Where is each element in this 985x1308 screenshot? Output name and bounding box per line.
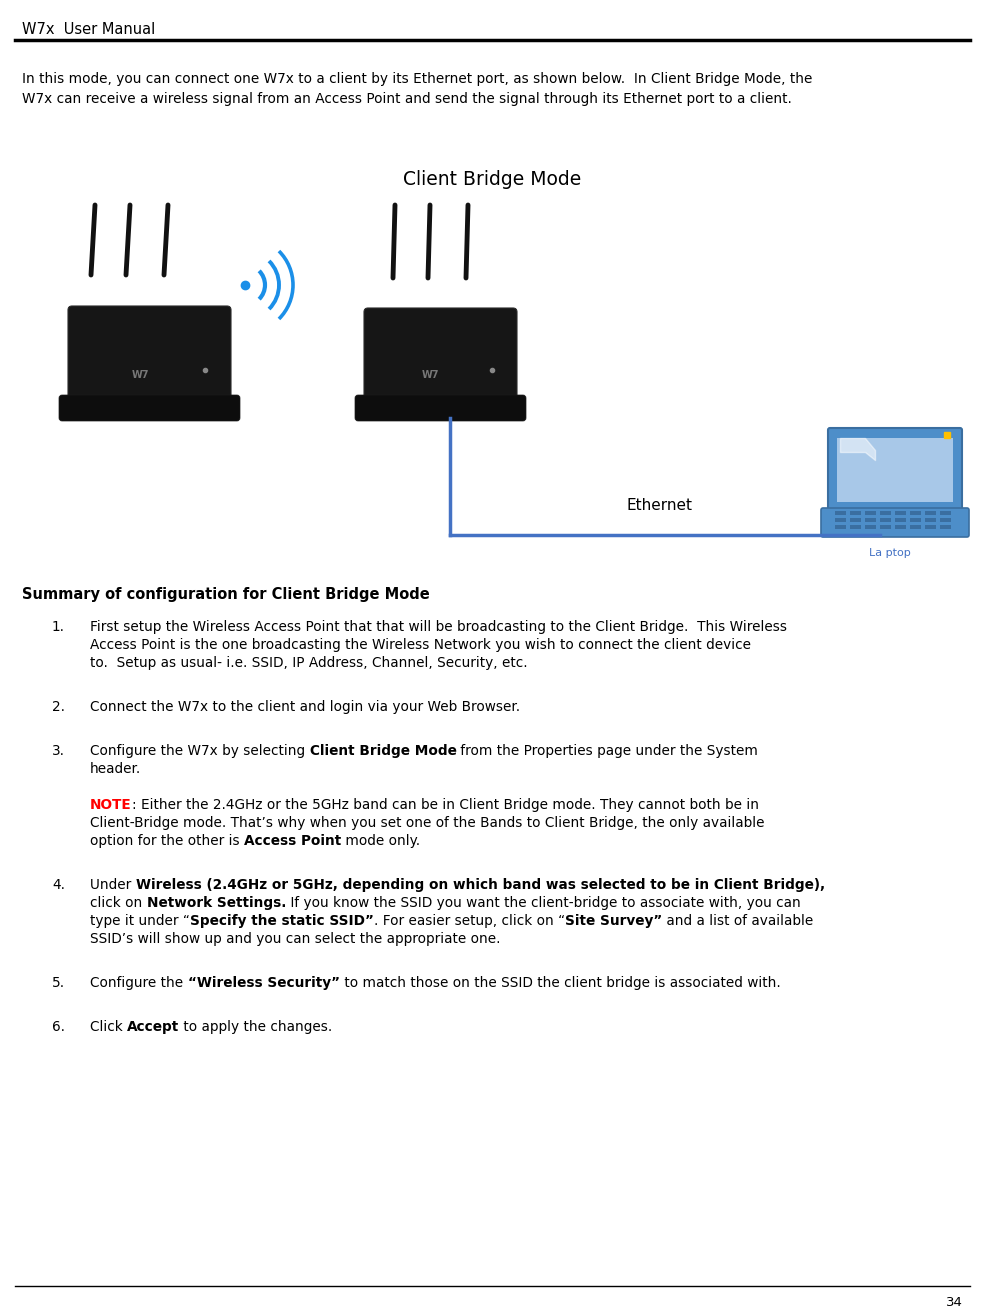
Text: to match those on the SSID the client bridge is associated with.: to match those on the SSID the client br… bbox=[340, 976, 780, 990]
Bar bbox=[835, 518, 846, 522]
Bar bbox=[940, 518, 951, 522]
Text: W7x can receive a wireless signal from an Access Point and send the signal throu: W7x can receive a wireless signal from a… bbox=[22, 92, 792, 106]
Text: header.: header. bbox=[90, 763, 141, 776]
Bar bbox=[850, 511, 861, 515]
Bar bbox=[910, 525, 921, 528]
Text: from the Properties page under the System: from the Properties page under the Syste… bbox=[456, 744, 758, 759]
Text: Client Bridge Mode: Client Bridge Mode bbox=[309, 744, 456, 759]
Bar bbox=[895, 511, 906, 515]
Text: Site Survey”: Site Survey” bbox=[564, 914, 662, 927]
FancyBboxPatch shape bbox=[59, 395, 240, 421]
Bar bbox=[925, 511, 936, 515]
Text: and a list of available: and a list of available bbox=[662, 914, 814, 927]
Bar bbox=[865, 518, 876, 522]
Text: click on: click on bbox=[90, 896, 147, 910]
Text: La ptop: La ptop bbox=[869, 548, 911, 559]
Text: Access Point is the one broadcasting the Wireless Network you wish to connect th: Access Point is the one broadcasting the… bbox=[90, 638, 751, 651]
Text: Access Point: Access Point bbox=[244, 835, 341, 848]
Text: SSID’s will show up and you can select the appropriate one.: SSID’s will show up and you can select t… bbox=[90, 933, 500, 946]
Bar bbox=[940, 525, 951, 528]
Text: First setup the Wireless Access Point that that will be broadcasting to the Clie: First setup the Wireless Access Point th… bbox=[90, 620, 787, 634]
Text: 3.: 3. bbox=[52, 744, 65, 759]
Bar bbox=[865, 525, 876, 528]
Text: NOTE: NOTE bbox=[90, 798, 132, 812]
Text: W7x  User Manual: W7x User Manual bbox=[22, 22, 156, 37]
Bar bbox=[880, 518, 891, 522]
Text: Summary of configuration for Client Bridge Mode: Summary of configuration for Client Brid… bbox=[22, 587, 429, 602]
Text: 4.: 4. bbox=[52, 878, 65, 892]
Text: Configure the W7x by selecting: Configure the W7x by selecting bbox=[90, 744, 309, 759]
Bar bbox=[850, 525, 861, 528]
Bar bbox=[880, 525, 891, 528]
Text: Configure the: Configure the bbox=[90, 976, 187, 990]
FancyBboxPatch shape bbox=[355, 395, 526, 421]
Text: In this mode, you can connect one W7x to a client by its Ethernet port, as shown: In this mode, you can connect one W7x to… bbox=[22, 72, 813, 86]
Bar bbox=[925, 518, 936, 522]
Text: to apply the changes.: to apply the changes. bbox=[179, 1020, 333, 1035]
Text: Network Settings.: Network Settings. bbox=[147, 896, 286, 910]
Text: Specify the static SSID”: Specify the static SSID” bbox=[190, 914, 373, 927]
Text: : Either the 2.4GHz or the 5GHz band can be in Client Bridge mode. They cannot b: : Either the 2.4GHz or the 5GHz band can… bbox=[132, 798, 758, 812]
Bar bbox=[837, 438, 953, 502]
Text: 2.: 2. bbox=[52, 700, 65, 714]
Text: type it under “: type it under “ bbox=[90, 914, 190, 927]
Bar bbox=[940, 511, 951, 515]
Text: Accept: Accept bbox=[127, 1020, 179, 1035]
Text: If you know the SSID you want the client-bridge to associate with, you can: If you know the SSID you want the client… bbox=[286, 896, 801, 910]
Text: Ethernet: Ethernet bbox=[627, 498, 693, 513]
Text: Wireless (2.4GHz or 5GHz, depending on which band was selected to be in Client B: Wireless (2.4GHz or 5GHz, depending on w… bbox=[136, 878, 824, 892]
Bar bbox=[910, 518, 921, 522]
Text: 34: 34 bbox=[947, 1296, 963, 1308]
Text: Click: Click bbox=[90, 1020, 127, 1035]
FancyBboxPatch shape bbox=[68, 306, 231, 404]
Text: Client Bridge Mode: Client Bridge Mode bbox=[403, 170, 581, 188]
Bar bbox=[925, 525, 936, 528]
Bar bbox=[910, 511, 921, 515]
Text: Under: Under bbox=[90, 878, 136, 892]
Text: to.  Setup as usual- i.e. SSID, IP Address, Channel, Security, etc.: to. Setup as usual- i.e. SSID, IP Addres… bbox=[90, 657, 528, 670]
Text: 5.: 5. bbox=[52, 976, 65, 990]
FancyBboxPatch shape bbox=[364, 307, 517, 404]
Text: Connect the W7x to the client and login via your Web Browser.: Connect the W7x to the client and login … bbox=[90, 700, 520, 714]
Text: 6.: 6. bbox=[52, 1020, 65, 1035]
Text: option for the other is: option for the other is bbox=[90, 835, 244, 848]
Bar bbox=[880, 511, 891, 515]
FancyBboxPatch shape bbox=[828, 428, 962, 511]
Text: “Wireless Security”: “Wireless Security” bbox=[187, 976, 340, 990]
Bar bbox=[835, 525, 846, 528]
Text: Client-Bridge mode. That’s why when you set one of the Bands to Client Bridge, t: Client-Bridge mode. That’s why when you … bbox=[90, 816, 764, 831]
Bar bbox=[835, 511, 846, 515]
FancyBboxPatch shape bbox=[821, 508, 969, 538]
Text: . For easier setup, click on “: . For easier setup, click on “ bbox=[373, 914, 564, 927]
Text: mode only.: mode only. bbox=[341, 835, 421, 848]
Bar bbox=[895, 525, 906, 528]
Bar bbox=[895, 518, 906, 522]
Bar bbox=[850, 518, 861, 522]
Bar bbox=[865, 511, 876, 515]
Text: W7: W7 bbox=[422, 370, 438, 381]
Text: 1.: 1. bbox=[52, 620, 65, 634]
Text: W7: W7 bbox=[131, 370, 149, 381]
